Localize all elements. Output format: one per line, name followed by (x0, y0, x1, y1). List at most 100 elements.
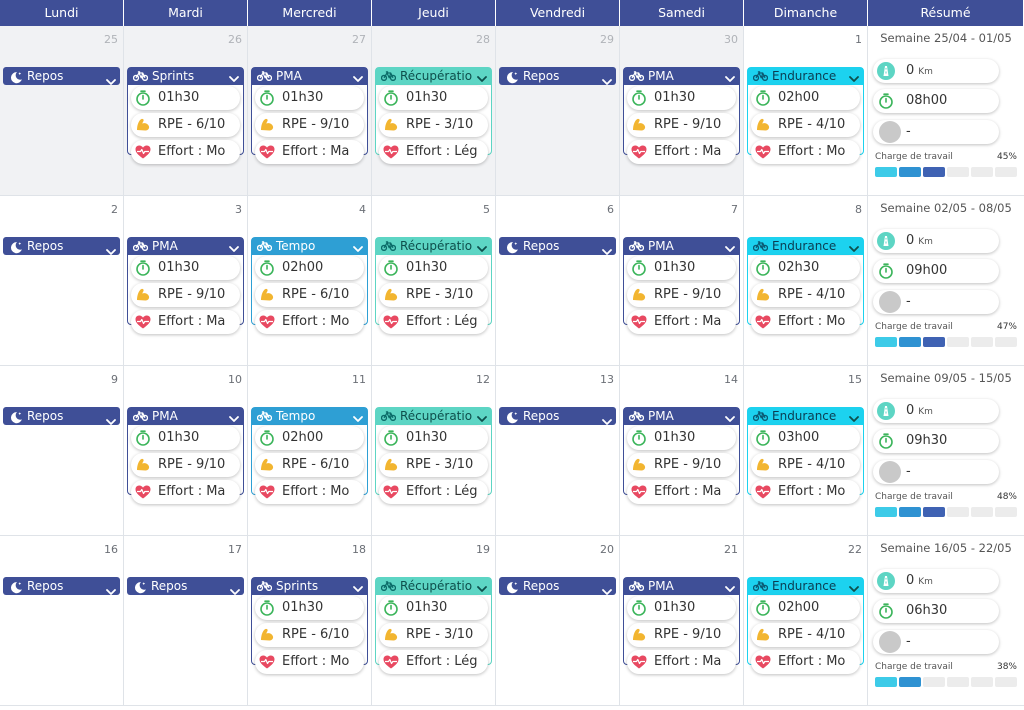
day-cell[interactable]: 22 Endurance 02h00 RPE - 4/10 Effort : Mo (744, 536, 868, 706)
workout-card[interactable]: Endurance 02h00 RPE - 4/10 Effort : Mo (747, 577, 864, 674)
workout-card[interactable]: Récupératio 01h30 RPE - 3/10 Effort : Lég (375, 407, 492, 504)
day-cell[interactable]: 13 Repos (496, 366, 620, 536)
rest-day-select[interactable]: Repos (499, 237, 616, 255)
workout-type-select[interactable]: PMA (624, 408, 739, 425)
workout-card[interactable]: PMA 01h30 RPE - 9/10 Effort : Ma (623, 67, 740, 164)
workout-type-select[interactable]: PMA (252, 68, 367, 85)
rpe-field[interactable]: RPE - 6/10 (255, 453, 364, 477)
duration-field[interactable]: 02h00 (255, 256, 364, 280)
chevron-down-icon[interactable] (477, 71, 487, 85)
rest-day-select[interactable]: Repos (3, 237, 120, 255)
rest-day-select[interactable]: Repos (3, 67, 120, 85)
effort-field[interactable]: Effort : Ma (627, 480, 736, 504)
effort-field[interactable]: Effort : Ma (131, 480, 240, 504)
chevron-down-icon[interactable] (849, 411, 859, 425)
chevron-down-icon[interactable] (725, 241, 735, 255)
chevron-down-icon[interactable] (353, 241, 363, 255)
rpe-field[interactable]: RPE - 9/10 (131, 283, 240, 307)
day-cell[interactable]: 4 Tempo 02h00 RPE - 6/10 Effort : Mo (248, 196, 372, 366)
workout-card[interactable]: Sprints 01h30 RPE - 6/10 Effort : Mo (127, 67, 244, 164)
workout-type-select[interactable]: PMA (128, 408, 243, 425)
duration-field[interactable]: 02h00 (751, 596, 860, 620)
rest-day-select[interactable]: Repos (3, 577, 120, 595)
workout-card[interactable]: Tempo 02h00 RPE - 6/10 Effort : Mo (251, 237, 368, 334)
rpe-field[interactable]: RPE - 6/10 (255, 623, 364, 647)
day-cell[interactable]: 1 Endurance 02h00 RPE - 4/10 Effort : Mo (744, 26, 868, 196)
chevron-down-icon[interactable] (725, 411, 735, 425)
effort-field[interactable]: Effort : Ma (255, 140, 364, 164)
workout-type-select[interactable]: Tempo (252, 238, 367, 255)
duration-field[interactable]: 03h00 (751, 426, 860, 450)
day-cell[interactable]: 5 Récupératio 01h30 RPE - 3/10 Effort : Lég (372, 196, 496, 366)
day-cell[interactable]: 10 PMA 01h30 RPE - 9/10 Effort : Ma (124, 366, 248, 536)
day-cell[interactable]: 20 Repos (496, 536, 620, 706)
duration-field[interactable]: 02h00 (751, 86, 860, 110)
rpe-field[interactable]: RPE - 4/10 (751, 453, 860, 477)
duration-field[interactable]: 01h30 (627, 596, 736, 620)
chevron-down-icon[interactable] (602, 581, 612, 600)
workout-card[interactable]: Récupératio 01h30 RPE - 3/10 Effort : Lég (375, 577, 492, 674)
day-cell[interactable]: 6 Repos (496, 196, 620, 366)
workout-type-select[interactable]: PMA (624, 578, 739, 595)
duration-field[interactable]: 01h30 (131, 86, 240, 110)
day-cell[interactable]: 30 PMA 01h30 RPE - 9/10 Effort : Ma (620, 26, 744, 196)
duration-field[interactable]: 01h30 (255, 86, 364, 110)
rpe-field[interactable]: RPE - 3/10 (379, 283, 488, 307)
day-cell[interactable]: 12 Récupératio 01h30 RPE - 3/10 Effort : Lég (372, 366, 496, 536)
duration-field[interactable]: 01h30 (131, 426, 240, 450)
workout-type-select[interactable]: Sprints (128, 68, 243, 85)
workout-type-select[interactable]: Récupératio (376, 408, 491, 425)
chevron-down-icon[interactable] (477, 581, 487, 595)
day-cell[interactable]: 14 PMA 01h30 RPE - 9/10 Effort : Ma (620, 366, 744, 536)
effort-field[interactable]: Effort : Ma (627, 140, 736, 164)
chevron-down-icon[interactable] (849, 241, 859, 255)
effort-field[interactable]: Effort : Lég (379, 310, 488, 334)
workout-card[interactable]: Récupératio 01h30 RPE - 3/10 Effort : Lég (375, 237, 492, 334)
rpe-field[interactable]: RPE - 4/10 (751, 283, 860, 307)
workout-type-select[interactable]: Endurance (748, 238, 863, 255)
day-cell[interactable]: 11 Tempo 02h00 RPE - 6/10 Effort : Mo (248, 366, 372, 536)
chevron-down-icon[interactable] (725, 581, 735, 595)
effort-field[interactable]: Effort : Mo (255, 650, 364, 674)
rpe-field[interactable]: RPE - 9/10 (627, 453, 736, 477)
chevron-down-icon[interactable] (229, 71, 239, 85)
chevron-down-icon[interactable] (106, 241, 116, 260)
duration-field[interactable]: 01h30 (379, 86, 488, 110)
rest-day-select[interactable]: Repos (127, 577, 244, 595)
rest-day-select[interactable]: Repos (499, 407, 616, 425)
chevron-down-icon[interactable] (106, 581, 116, 600)
duration-field[interactable]: 01h30 (379, 426, 488, 450)
rpe-field[interactable]: RPE - 3/10 (379, 453, 488, 477)
rpe-field[interactable]: RPE - 9/10 (627, 283, 736, 307)
chevron-down-icon[interactable] (353, 411, 363, 425)
workout-type-select[interactable]: Endurance (748, 578, 863, 595)
duration-field[interactable]: 02h00 (255, 426, 364, 450)
day-cell[interactable]: 19 Récupératio 01h30 RPE - 3/10 Effort : Lég (372, 536, 496, 706)
day-cell[interactable]: 9 Repos (0, 366, 124, 536)
effort-field[interactable]: Effort : Ma (627, 310, 736, 334)
workout-type-select[interactable]: PMA (128, 238, 243, 255)
chevron-down-icon[interactable] (230, 581, 240, 600)
workout-type-select[interactable]: Récupératio (376, 68, 491, 85)
rpe-field[interactable]: RPE - 9/10 (627, 623, 736, 647)
effort-field[interactable]: Effort : Lég (379, 480, 488, 504)
duration-field[interactable]: 02h30 (751, 256, 860, 280)
effort-field[interactable]: Effort : Lég (379, 650, 488, 674)
rpe-field[interactable]: RPE - 9/10 (627, 113, 736, 137)
chevron-down-icon[interactable] (229, 411, 239, 425)
rest-day-select[interactable]: Repos (3, 407, 120, 425)
workout-card[interactable]: PMA 01h30 RPE - 9/10 Effort : Ma (623, 237, 740, 334)
day-cell[interactable]: 2 Repos (0, 196, 124, 366)
effort-field[interactable]: Effort : Mo (131, 140, 240, 164)
chevron-down-icon[interactable] (229, 241, 239, 255)
rpe-field[interactable]: RPE - 6/10 (255, 283, 364, 307)
rpe-field[interactable]: RPE - 9/10 (131, 453, 240, 477)
chevron-down-icon[interactable] (602, 241, 612, 260)
duration-field[interactable]: 01h30 (379, 256, 488, 280)
day-cell[interactable]: 7 PMA 01h30 RPE - 9/10 Effort : Ma (620, 196, 744, 366)
day-cell[interactable]: 17 Repos (124, 536, 248, 706)
chevron-down-icon[interactable] (353, 71, 363, 85)
workout-card[interactable]: PMA 01h30 RPE - 9/10 Effort : Ma (127, 407, 244, 504)
chevron-down-icon[interactable] (849, 581, 859, 595)
chevron-down-icon[interactable] (602, 411, 612, 430)
